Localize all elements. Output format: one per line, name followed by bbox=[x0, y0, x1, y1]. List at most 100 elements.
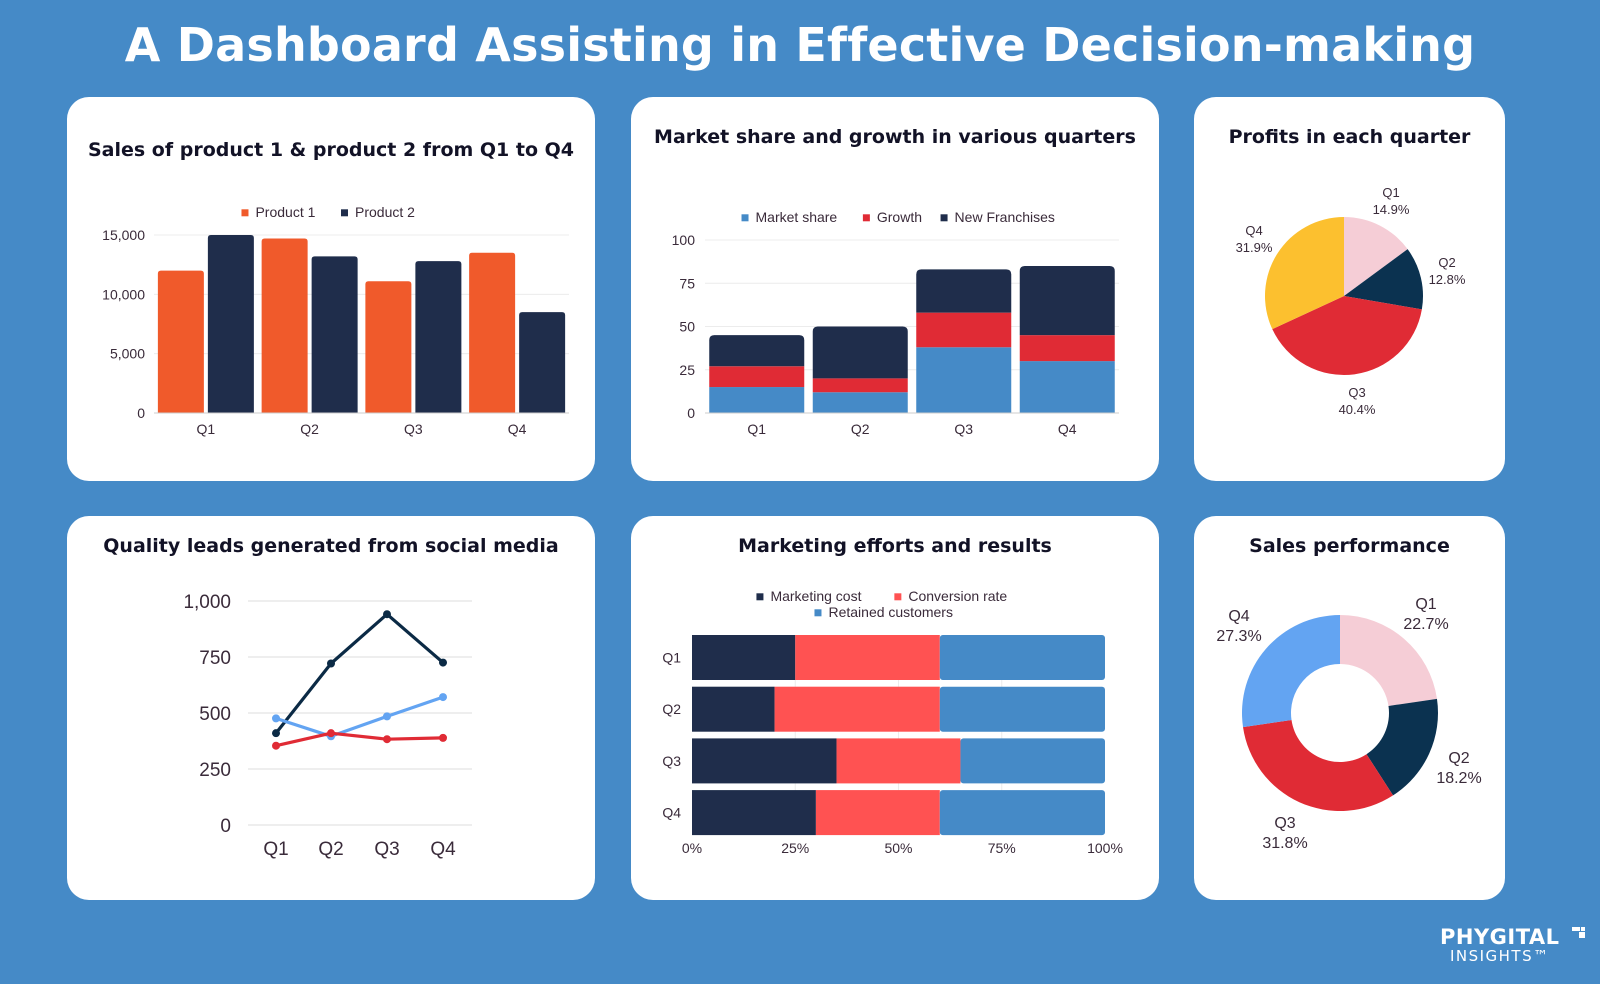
x-tick-label: Q1 bbox=[747, 421, 766, 437]
x-tick-label: Q3 bbox=[954, 421, 973, 437]
stack-segment-growth bbox=[812, 378, 908, 393]
line-series-1 bbox=[274, 612, 445, 735]
slice-label-q4: Q4 bbox=[1245, 223, 1262, 238]
hbar-segment-marketing-cost bbox=[692, 738, 837, 784]
hbar-segment-retained-customers bbox=[939, 635, 1105, 680]
slice-percent-q4: 31.9% bbox=[1236, 240, 1273, 255]
sales-legend-swatch bbox=[341, 209, 348, 217]
y-tick-label: 5,000 bbox=[110, 346, 145, 362]
bar-product-2 bbox=[311, 256, 358, 413]
sales-legend-label: Product 1 bbox=[255, 204, 315, 220]
slice-q1 bbox=[1340, 615, 1437, 706]
x-tick-label: Q2 bbox=[851, 421, 870, 437]
slice-label-q3: Q3 bbox=[1274, 815, 1295, 832]
slice-label-q1: Q1 bbox=[1415, 596, 1436, 613]
slice-q1 bbox=[1344, 217, 1408, 296]
market-legend-swatch bbox=[741, 214, 749, 222]
data-point bbox=[272, 714, 280, 723]
data-point bbox=[272, 729, 280, 738]
logo-sub-text: INSIGHTS™ bbox=[1449, 947, 1550, 965]
marketing-legend-swatch bbox=[814, 609, 822, 617]
marketing-legend-label: Retained customers bbox=[828, 604, 953, 620]
slice-label-q1: Q1 bbox=[1382, 185, 1399, 200]
slice-q4 bbox=[1242, 615, 1340, 728]
leads-chart-title: Quality leads generated from social medi… bbox=[103, 535, 559, 557]
y-tick-label: 10,000 bbox=[102, 286, 145, 302]
leads-line-chart: 0 250 500 750 1,000 Q1 Q2 Q3 Q4 bbox=[183, 592, 472, 860]
sales-legend-swatch bbox=[241, 209, 249, 217]
bar-product-1 bbox=[261, 238, 308, 413]
hbar-segment-conversion-rate bbox=[815, 790, 940, 836]
hbar-segment-retained-customers bbox=[939, 686, 1105, 732]
x-tick-label: Q1 bbox=[263, 839, 288, 860]
line-series-3 bbox=[275, 731, 444, 748]
hbar-segment-conversion-rate bbox=[774, 686, 940, 732]
hbar-segment-marketing-cost bbox=[692, 686, 775, 732]
bar-product-2 bbox=[415, 261, 462, 413]
bar-product-1 bbox=[469, 252, 516, 413]
slice-percent-q4: 27.3% bbox=[1216, 628, 1261, 645]
bar-product-1 bbox=[365, 281, 412, 413]
x-tick-label: Q2 bbox=[300, 421, 319, 437]
slice-percent-q2: 12.8% bbox=[1429, 272, 1466, 287]
sales-bar-chart: 0 5,000 10,000 15,000 Product 1 Product 2 Q1 Q2… bbox=[102, 204, 569, 437]
data-point bbox=[272, 741, 280, 750]
slice-q2 bbox=[1344, 249, 1423, 310]
market-chart-title: Market share and growth in various quart… bbox=[654, 126, 1136, 148]
slice-label-q4: Q4 bbox=[1228, 608, 1249, 625]
x-tick-label: 75% bbox=[988, 840, 1016, 856]
data-point bbox=[439, 658, 447, 667]
marketing-chart-title: Marketing efforts and results bbox=[738, 535, 1052, 557]
y-tick-label: 0 bbox=[687, 405, 695, 421]
logo-main-text: PHYGITAL bbox=[1440, 925, 1560, 949]
market-legend-swatch bbox=[940, 214, 948, 222]
data-point bbox=[383, 735, 391, 744]
hbar-segment-marketing-cost bbox=[692, 635, 796, 680]
stack-segment-market-share bbox=[916, 347, 1012, 413]
hbar-segment-retained-customers bbox=[939, 790, 1105, 836]
y-tick-label: 50 bbox=[679, 319, 695, 335]
y-tick-label: Q2 bbox=[662, 701, 681, 717]
x-tick-label: Q4 bbox=[430, 839, 456, 860]
line-series-2 bbox=[275, 695, 444, 738]
data-point bbox=[439, 693, 447, 702]
market-legend-label: Growth bbox=[877, 209, 922, 225]
sales-performance-title: Sales performance bbox=[1249, 535, 1450, 557]
hbar-segment-retained-customers bbox=[960, 738, 1105, 784]
profits-pie-chart: Q1 14.9% Q2 12.8% Q3 40.4% Q4 31.9% bbox=[1236, 185, 1466, 417]
stack-segment-new-franchises bbox=[916, 269, 1012, 313]
sales-legend-label: Product 2 bbox=[355, 204, 415, 220]
x-tick-label: 100% bbox=[1087, 840, 1123, 856]
slice-percent-q3: 40.4% bbox=[1339, 402, 1376, 417]
x-tick-label: Q3 bbox=[404, 421, 423, 437]
y-tick-label: Q1 bbox=[662, 650, 681, 666]
stack-segment-market-share bbox=[812, 392, 908, 413]
sales-card: Sales of product 1 & product 2 from Q1 t… bbox=[67, 97, 595, 481]
stack-segment-new-franchises bbox=[709, 335, 805, 367]
slice-q3 bbox=[1272, 296, 1422, 375]
y-tick-label: 500 bbox=[199, 704, 231, 725]
logo-mark-icon bbox=[1572, 927, 1585, 938]
sales-performance-donut-chart: Q1 22.7% Q2 18.2% Q3 31.8% Q4 27.3% bbox=[1216, 596, 1481, 852]
x-tick-label: 25% bbox=[781, 840, 809, 856]
stack-segment-market-share bbox=[709, 387, 805, 413]
slice-percent-q2: 18.2% bbox=[1436, 770, 1481, 787]
slice-q4 bbox=[1265, 217, 1344, 330]
x-tick-label: Q4 bbox=[508, 421, 527, 437]
x-tick-label: 50% bbox=[884, 840, 912, 856]
y-tick-label: 75 bbox=[679, 275, 695, 291]
hbar-segment-conversion-rate bbox=[836, 738, 961, 784]
data-point bbox=[327, 659, 335, 668]
sales-performance-card: Sales performance Q1 22.7% Q2 18.2% Q3 31.8% Q… bbox=[1194, 516, 1505, 900]
slice-label-q2: Q2 bbox=[1448, 750, 1469, 767]
slice-percent-q1: 22.7% bbox=[1403, 616, 1448, 633]
stack-segment-growth bbox=[709, 366, 805, 388]
marketing-legend-label: Conversion rate bbox=[908, 588, 1007, 604]
y-tick-label: 15,000 bbox=[102, 227, 145, 243]
data-point bbox=[383, 610, 391, 619]
slice-percent-q3: 31.8% bbox=[1262, 835, 1307, 852]
slice-q2 bbox=[1366, 698, 1438, 796]
stack-segment-growth bbox=[1019, 335, 1115, 362]
leads-card: Quality leads generated from social medi… bbox=[67, 516, 595, 900]
